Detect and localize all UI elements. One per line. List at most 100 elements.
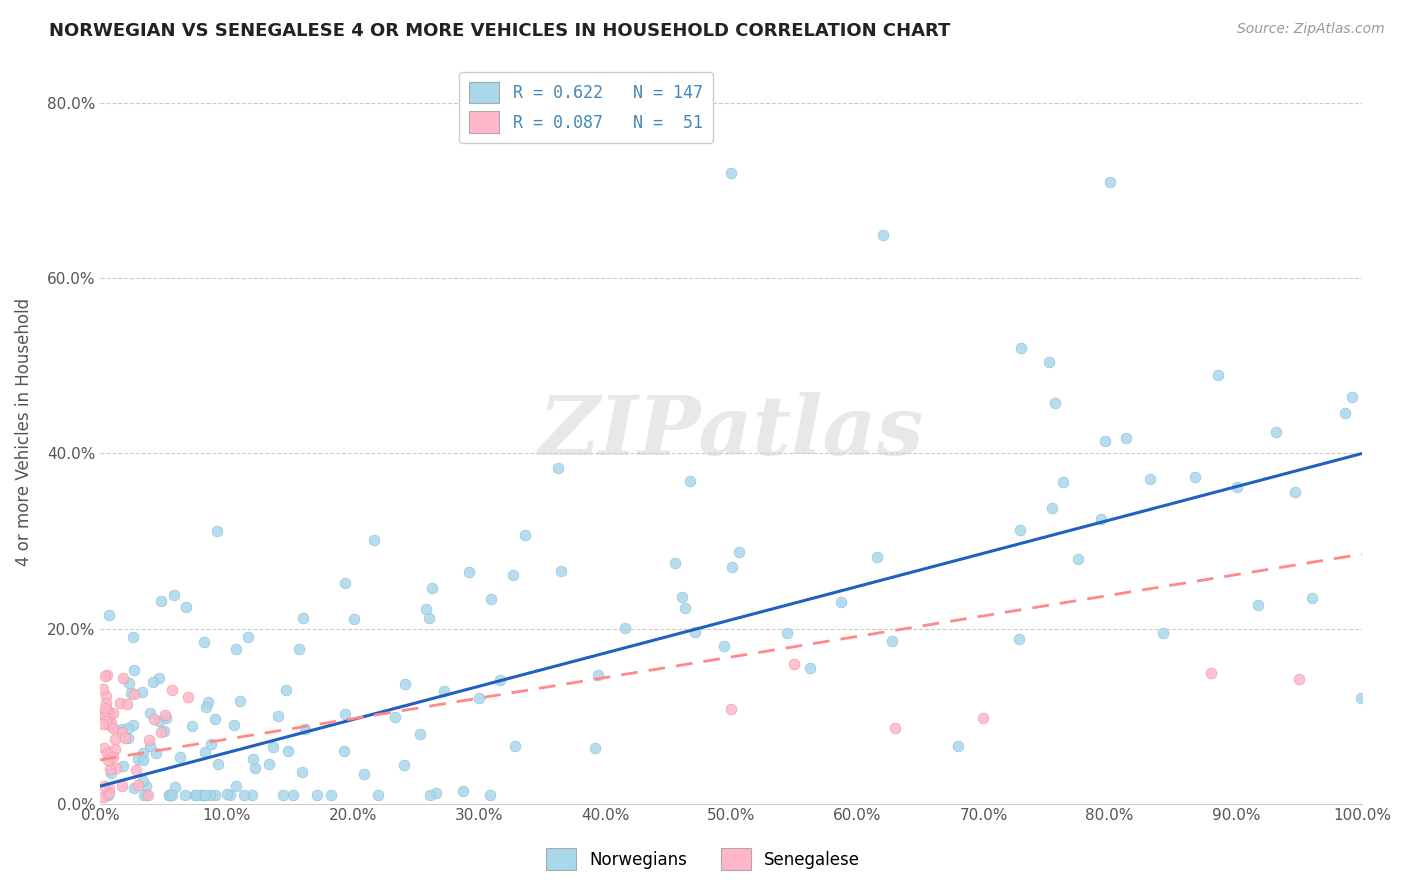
Point — [100, 762, 122, 776]
Point — [1184, 470, 1206, 484]
Point — [1284, 484, 1306, 499]
Point — [101, 721, 124, 735]
Point — [392, 758, 415, 772]
Point — [1334, 406, 1357, 420]
Point — [409, 727, 432, 741]
Point — [1090, 512, 1112, 526]
Point — [124, 780, 146, 795]
Point — [122, 718, 145, 732]
Point — [91, 716, 114, 731]
Point — [671, 590, 693, 604]
Point — [117, 721, 139, 735]
Point — [291, 611, 314, 625]
Point — [233, 788, 256, 802]
Point — [100, 716, 122, 731]
Point — [94, 696, 117, 710]
Point — [1247, 598, 1270, 612]
Point — [415, 601, 437, 615]
Point — [93, 740, 115, 755]
Point — [1199, 665, 1222, 680]
Point — [148, 671, 170, 685]
Point — [143, 712, 166, 726]
Point — [880, 634, 903, 648]
Point — [96, 714, 118, 728]
Point — [97, 753, 120, 767]
Point — [583, 740, 606, 755]
Point — [713, 639, 735, 653]
Point — [165, 780, 187, 795]
Point — [173, 788, 195, 802]
Point — [194, 788, 217, 802]
Point — [1301, 591, 1323, 606]
Point — [1008, 632, 1031, 646]
Point — [479, 788, 502, 802]
Point — [948, 739, 970, 753]
Point — [139, 739, 162, 754]
Point — [679, 474, 702, 488]
Point — [458, 566, 481, 580]
Point — [100, 766, 122, 780]
Point — [169, 749, 191, 764]
Point — [305, 788, 328, 802]
Point — [112, 759, 135, 773]
Point — [177, 690, 200, 704]
Point — [104, 761, 127, 775]
Point — [96, 689, 118, 703]
Point — [1008, 523, 1031, 537]
Point — [225, 642, 247, 657]
Point — [884, 722, 907, 736]
Point — [132, 747, 155, 761]
Point — [1010, 342, 1032, 356]
Point — [720, 702, 742, 716]
Point — [136, 789, 159, 803]
Point — [420, 582, 443, 596]
Point — [94, 669, 117, 683]
Point — [108, 696, 131, 710]
Point — [148, 714, 170, 728]
Point — [363, 533, 385, 548]
Point — [776, 626, 799, 640]
Point — [153, 707, 176, 722]
Point — [219, 788, 242, 802]
Point — [184, 788, 207, 802]
Point — [547, 461, 569, 475]
Point — [229, 694, 252, 708]
Point — [125, 764, 148, 778]
Point — [586, 668, 609, 682]
Point — [343, 612, 366, 626]
Point — [104, 742, 127, 756]
Point — [1152, 626, 1174, 640]
Point — [135, 780, 157, 794]
Point — [479, 592, 502, 607]
Point — [194, 746, 217, 760]
Point — [101, 706, 124, 721]
Point — [1040, 501, 1063, 516]
Point — [94, 701, 117, 715]
Point — [132, 773, 155, 788]
Point — [614, 621, 637, 635]
Point — [134, 788, 156, 802]
Point — [1043, 396, 1066, 410]
Point — [721, 560, 744, 574]
Point — [830, 594, 852, 608]
Point — [197, 695, 219, 709]
Point — [468, 690, 491, 705]
Point — [353, 767, 375, 781]
Point — [155, 710, 177, 724]
Point — [97, 788, 120, 802]
Point — [163, 588, 186, 602]
Point — [866, 549, 889, 564]
Text: NORWEGIAN VS SENEGALESE 4 OR MORE VEHICLES IN HOUSEHOLD CORRELATION CHART: NORWEGIAN VS SENEGALESE 4 OR MORE VEHICL… — [49, 22, 950, 40]
Point — [287, 641, 309, 656]
Point — [1208, 368, 1230, 382]
Point — [281, 788, 304, 802]
Point — [425, 786, 447, 800]
Point — [418, 611, 440, 625]
Point — [419, 788, 441, 802]
Point — [160, 683, 183, 698]
Point — [367, 788, 389, 802]
Point — [193, 634, 215, 648]
Point — [98, 718, 121, 732]
Point — [131, 685, 153, 699]
Point — [1038, 355, 1060, 369]
